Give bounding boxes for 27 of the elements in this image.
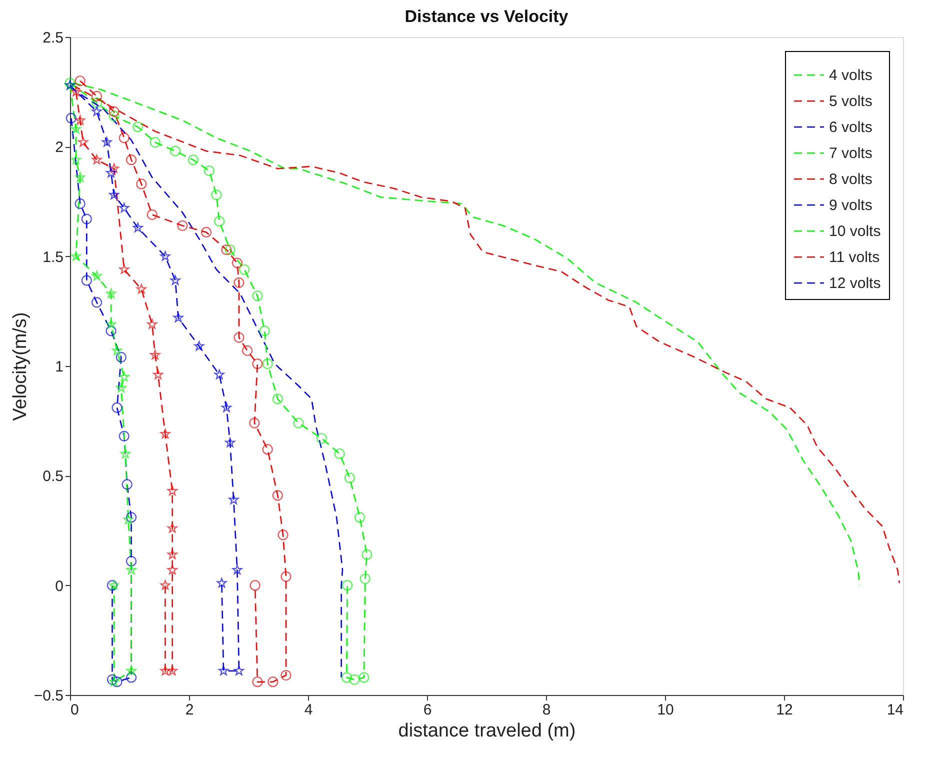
legend-label: 10 volts bbox=[829, 223, 881, 240]
x-tick-label: 6 bbox=[423, 702, 432, 718]
x-tick-label: 12 bbox=[776, 702, 793, 718]
y-tick-label: 1.5 bbox=[42, 248, 64, 266]
chart-title: Distance vs Velocity bbox=[404, 7, 569, 26]
legend-label: 8 volts bbox=[829, 171, 872, 188]
y-tick-label: 0.5 bbox=[42, 468, 64, 486]
x-tick-label: 2 bbox=[185, 702, 194, 718]
y-tick-label: −0.5 bbox=[34, 688, 64, 704]
legend-label: 7 volts bbox=[829, 145, 872, 162]
x-tick-label: 8 bbox=[542, 702, 551, 718]
x-tick-label: 0 bbox=[70, 702, 79, 718]
legend-label: 9 volts bbox=[829, 197, 872, 214]
y-tick-label: 1 bbox=[55, 358, 64, 376]
y-tick-label: 0 bbox=[55, 578, 64, 595]
x-tick-label: 14 bbox=[886, 702, 904, 718]
x-tick-label: 4 bbox=[304, 702, 313, 718]
y-tick-label: 2 bbox=[55, 139, 64, 156]
x-tick-label: 10 bbox=[657, 702, 674, 718]
legend-label: 4 volts bbox=[829, 67, 872, 84]
y-tick-label: 2.5 bbox=[42, 30, 64, 46]
y-axis-title: Velocity(m/s) bbox=[10, 312, 31, 421]
legend-label: 12 volts bbox=[829, 275, 881, 292]
legend-label: 6 volts bbox=[829, 119, 872, 136]
legend-label: 11 volts bbox=[829, 249, 880, 266]
x-axis-title: distance traveled (m) bbox=[398, 720, 576, 742]
legend-label: 5 volts bbox=[829, 93, 872, 110]
